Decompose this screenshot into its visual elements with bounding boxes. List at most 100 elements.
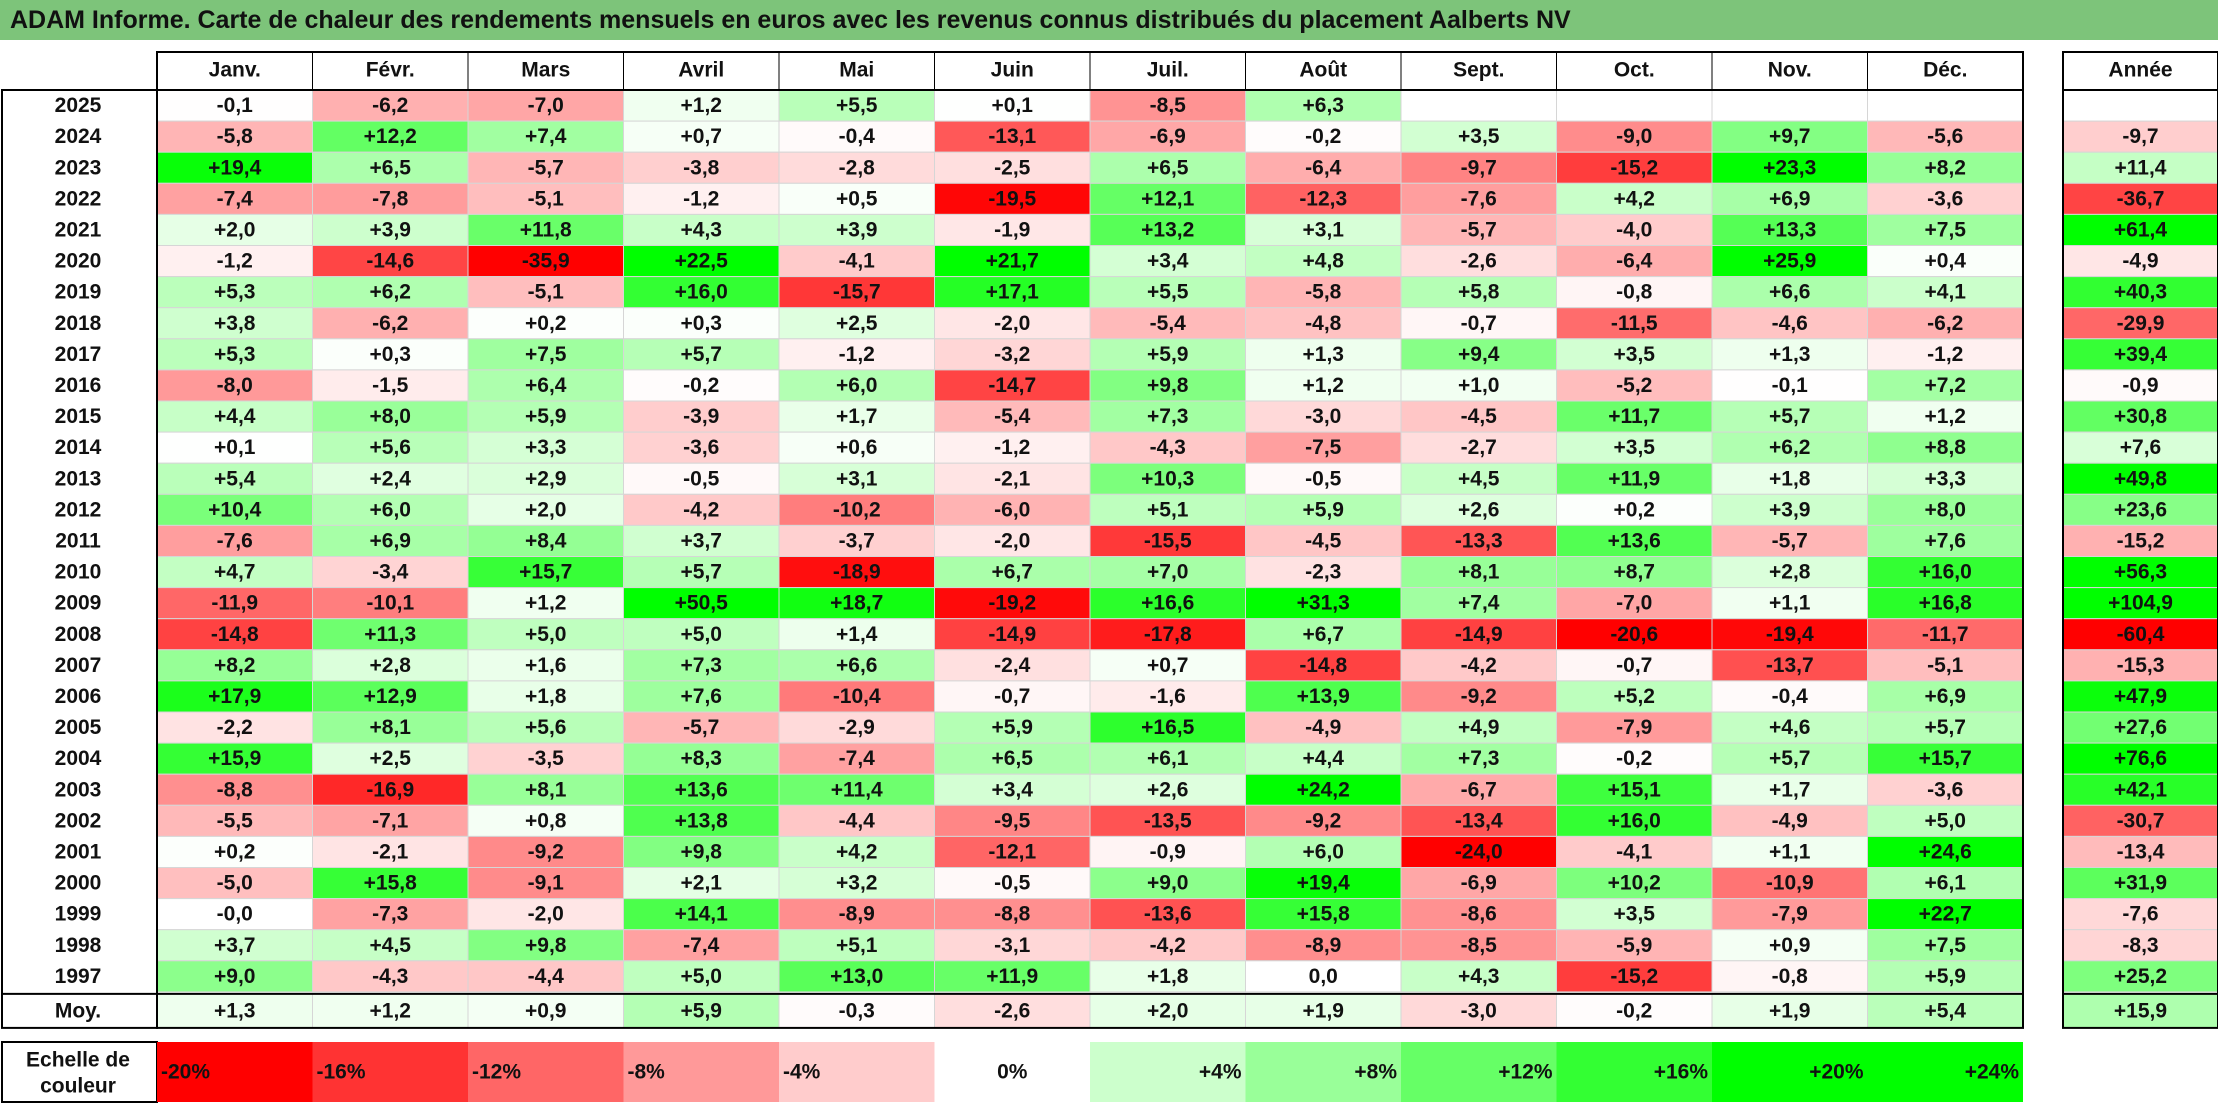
heatmap-cell: [1400, 867, 1557, 900]
heatmap-cell: [1400, 89, 1557, 122]
heatmap-cell: [1556, 556, 1713, 589]
average-value: -0,3: [839, 999, 875, 1022]
cell-value: +0,2: [1614, 498, 1655, 521]
cell-value: +3,3: [1925, 467, 1966, 490]
heatmap-cell: [1245, 338, 1402, 371]
cell-value: +0,7: [681, 125, 722, 148]
row-label-2006: 2006: [55, 685, 102, 708]
average-cell: [1089, 993, 1246, 1029]
cell-value: -5,8: [217, 125, 254, 148]
heatmap-cell: [1867, 431, 2024, 464]
cell-value: +1,2: [1925, 405, 1966, 428]
cell-value: -14,7: [988, 374, 1036, 397]
cell-value: +15,7: [519, 561, 572, 584]
cell-value: +8,2: [1925, 156, 1966, 179]
cell-value: -4,8: [1305, 312, 1342, 335]
color-scale-swatch: [623, 1042, 779, 1102]
average-cell: [312, 993, 469, 1029]
heatmap-cell: [1400, 835, 1557, 869]
cell-value: -4,4: [528, 965, 565, 988]
heatmap-cell: [1400, 618, 1557, 651]
annual-cell: [2062, 742, 2218, 775]
column-header-annee: Année: [2108, 59, 2172, 82]
cell-value: +5,2: [1614, 685, 1655, 708]
cell-value: +18,7: [830, 592, 883, 615]
cell-value: -0,9: [1150, 840, 1186, 863]
cell-value: -0,4: [839, 125, 876, 148]
row-label-2002: 2002: [55, 809, 102, 832]
heatmap-cell: [623, 742, 780, 775]
annual-value: +7,6: [2120, 436, 2161, 459]
heatmap-cell: [1867, 369, 2024, 402]
annual-value: +27,6: [2114, 716, 2167, 739]
heatmap-cell: [312, 120, 469, 153]
row-label-1999: 1999: [55, 903, 102, 926]
cell-value: +4,3: [1458, 965, 1499, 988]
cell-value: +7,5: [1925, 934, 1967, 957]
cell-value: +11,4: [831, 778, 883, 801]
color-scale-step-label: +8%: [1354, 1061, 1397, 1084]
heatmap-cell: [156, 711, 313, 744]
row-label-2017: 2017: [55, 343, 102, 366]
cell-value: +2,8: [370, 654, 412, 677]
heatmap-cell: [1867, 493, 2024, 526]
average-value: +5,9: [681, 999, 722, 1022]
heatmap-cell: [934, 89, 1091, 122]
heatmap-cell: [1089, 960, 1246, 993]
cell-value: +9,8: [681, 840, 723, 863]
cell-value: +15,7: [1919, 747, 1972, 770]
annual-value: -0,9: [2122, 374, 2158, 397]
heatmap-cell: [934, 307, 1091, 340]
cell-value: +1,8: [1147, 965, 1189, 988]
cell-value: +4,6: [1769, 716, 1810, 739]
heatmap-cell: [1711, 587, 1868, 620]
cell-value: +5,9: [1147, 343, 1188, 366]
cell-value: -4,5: [1305, 529, 1342, 552]
heatmap-cell: [1711, 898, 1868, 931]
cell-value: +6,6: [1769, 281, 1810, 304]
average-value: -0,2: [1616, 999, 1652, 1022]
heatmap-cell: [156, 431, 313, 464]
cell-value: +9,0: [1147, 872, 1188, 895]
cell-value: -0,7: [1616, 654, 1652, 677]
cell-value: +5,9: [525, 405, 566, 428]
heatmap-cell: [1245, 431, 1402, 464]
annual-value: +56,3: [2114, 561, 2167, 584]
heatmap-cell: [1245, 276, 1402, 309]
cell-value: +3,5: [1614, 903, 1656, 926]
heatmap-cell: [934, 773, 1091, 806]
heatmap-cell: [1089, 369, 1246, 402]
heatmap-cell: [467, 182, 624, 215]
cell-value: +1,1: [1769, 840, 1811, 863]
annual-value: +104,9: [2108, 592, 2173, 615]
cell-value: +6,7: [1303, 623, 1344, 646]
cell-value: -19,2: [988, 592, 1036, 615]
cell-value: +8,0: [1925, 498, 1966, 521]
heatmap-cell: [623, 151, 780, 184]
cell-value: -8,8: [217, 778, 254, 801]
cell-value: +7,5: [525, 343, 567, 366]
cell-value: +3,8: [214, 312, 256, 335]
heatmap-cell: [934, 929, 1091, 962]
cell-value: -3,0: [1305, 405, 1341, 428]
heatmap-cell: [623, 960, 780, 993]
heatmap-cell: [1089, 804, 1246, 837]
cell-value: -9,2: [1305, 809, 1341, 832]
column-header-8: Août: [1299, 59, 1347, 82]
average-cell: [778, 993, 935, 1029]
heatmap-cell: [312, 618, 469, 651]
annual-cell: [2062, 524, 2218, 558]
heatmap-cell: [778, 431, 935, 464]
cell-value: +21,7: [986, 250, 1039, 273]
heatmap-cell: [467, 431, 624, 464]
cell-value: +3,9: [836, 218, 877, 241]
heatmap-cell: [778, 524, 935, 558]
cell-value: -4,5: [1461, 405, 1498, 428]
color-scale-label: Echelle de: [26, 1049, 130, 1072]
heatmap-cell: [1556, 431, 1713, 464]
annual-value: -30,7: [2117, 809, 2165, 832]
heatmap-cell: [1400, 338, 1557, 371]
cell-value: +0,3: [370, 343, 411, 366]
heatmap-cell: [1711, 929, 1868, 962]
heatmap-cell: [623, 711, 780, 744]
